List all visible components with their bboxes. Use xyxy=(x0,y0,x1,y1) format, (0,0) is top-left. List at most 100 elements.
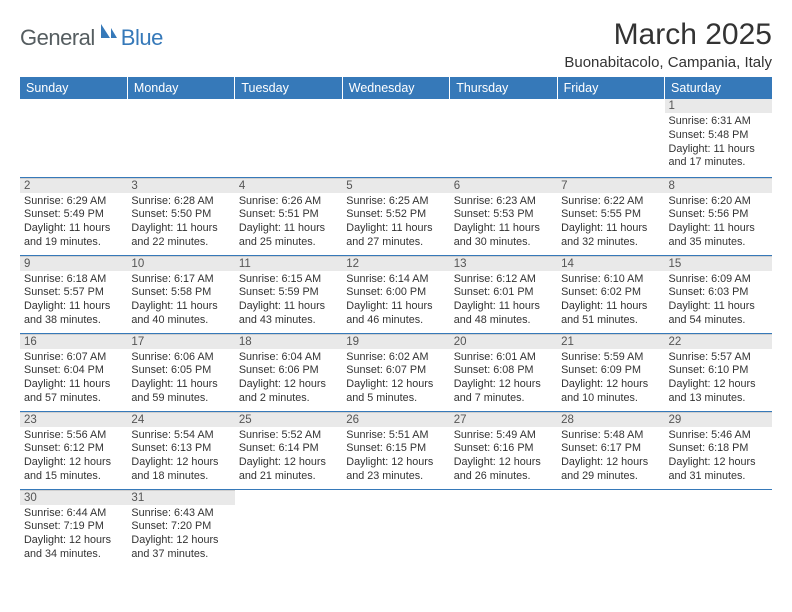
daylight-line: and 37 minutes. xyxy=(131,548,230,562)
day-details: Sunrise: 6:02 AMSunset: 6:07 PMDaylight:… xyxy=(342,349,449,409)
daylight-line: and 31 minutes. xyxy=(669,470,768,484)
day-number: 26 xyxy=(342,412,449,427)
day-number: 11 xyxy=(235,256,342,271)
sunset-line: Sunset: 6:10 PM xyxy=(669,364,768,378)
weekday-header: Wednesday xyxy=(342,77,449,99)
daylight-line: and 26 minutes. xyxy=(454,470,553,484)
sunset-line: Sunset: 5:52 PM xyxy=(346,208,445,222)
sunset-line: Sunset: 7:20 PM xyxy=(131,520,230,534)
calendar-day-cell: 8Sunrise: 6:20 AMSunset: 5:56 PMDaylight… xyxy=(665,177,772,255)
daylight-line: and 19 minutes. xyxy=(24,236,123,250)
weekday-header: Friday xyxy=(557,77,664,99)
calendar-day-cell: 21Sunrise: 5:59 AMSunset: 6:09 PMDayligh… xyxy=(557,333,664,411)
sunset-line: Sunset: 5:57 PM xyxy=(24,286,123,300)
day-details: Sunrise: 6:43 AMSunset: 7:20 PMDaylight:… xyxy=(127,505,234,565)
day-number: 31 xyxy=(127,490,234,505)
calendar-day-cell: 13Sunrise: 6:12 AMSunset: 6:01 PMDayligh… xyxy=(450,255,557,333)
calendar-day-cell: 18Sunrise: 6:04 AMSunset: 6:06 PMDayligh… xyxy=(235,333,342,411)
day-details: Sunrise: 6:26 AMSunset: 5:51 PMDaylight:… xyxy=(235,193,342,253)
sunrise-line: Sunrise: 6:18 AM xyxy=(24,273,123,287)
sunrise-line: Sunrise: 6:23 AM xyxy=(454,195,553,209)
daylight-line: and 34 minutes. xyxy=(24,548,123,562)
daylight-line: and 13 minutes. xyxy=(669,392,768,406)
sunset-line: Sunset: 6:14 PM xyxy=(239,442,338,456)
daylight-line: Daylight: 11 hours xyxy=(131,300,230,314)
daylight-line: Daylight: 12 hours xyxy=(454,378,553,392)
sunset-line: Sunset: 5:53 PM xyxy=(454,208,553,222)
sunrise-line: Sunrise: 6:10 AM xyxy=(561,273,660,287)
daylight-line: Daylight: 11 hours xyxy=(454,222,553,236)
daylight-line: and 2 minutes. xyxy=(239,392,338,406)
day-details: Sunrise: 6:17 AMSunset: 5:58 PMDaylight:… xyxy=(127,271,234,331)
weekday-header: Saturday xyxy=(665,77,772,99)
sunrise-line: Sunrise: 5:46 AM xyxy=(669,429,768,443)
sunrise-line: Sunrise: 6:04 AM xyxy=(239,351,338,365)
logo-sail-icon xyxy=(99,22,119,45)
sunset-line: Sunset: 6:00 PM xyxy=(346,286,445,300)
weekday-header: Tuesday xyxy=(235,77,342,99)
daylight-line: and 32 minutes. xyxy=(561,236,660,250)
calendar-day-cell: 23Sunrise: 5:56 AMSunset: 6:12 PMDayligh… xyxy=(20,411,127,489)
day-number: 23 xyxy=(20,412,127,427)
day-number: 14 xyxy=(557,256,664,271)
sunrise-line: Sunrise: 6:07 AM xyxy=(24,351,123,365)
sunset-line: Sunset: 6:06 PM xyxy=(239,364,338,378)
daylight-line: and 38 minutes. xyxy=(24,314,123,328)
day-number: 30 xyxy=(20,490,127,505)
sunrise-line: Sunrise: 6:14 AM xyxy=(346,273,445,287)
daylight-line: Daylight: 11 hours xyxy=(669,222,768,236)
calendar-week-row: 16Sunrise: 6:07 AMSunset: 6:04 PMDayligh… xyxy=(20,333,772,411)
calendar-empty-cell xyxy=(235,99,342,177)
day-details: Sunrise: 6:04 AMSunset: 6:06 PMDaylight:… xyxy=(235,349,342,409)
sunrise-line: Sunrise: 5:52 AM xyxy=(239,429,338,443)
calendar-empty-cell xyxy=(127,99,234,177)
daylight-line: Daylight: 12 hours xyxy=(346,456,445,470)
day-details: Sunrise: 5:57 AMSunset: 6:10 PMDaylight:… xyxy=(665,349,772,409)
day-details: Sunrise: 6:25 AMSunset: 5:52 PMDaylight:… xyxy=(342,193,449,253)
calendar-day-cell: 15Sunrise: 6:09 AMSunset: 6:03 PMDayligh… xyxy=(665,255,772,333)
daylight-line: and 46 minutes. xyxy=(346,314,445,328)
daylight-line: Daylight: 11 hours xyxy=(131,222,230,236)
sunrise-line: Sunrise: 6:09 AM xyxy=(669,273,768,287)
day-number: 2 xyxy=(20,178,127,193)
day-details: Sunrise: 6:29 AMSunset: 5:49 PMDaylight:… xyxy=(20,193,127,253)
daylight-line: Daylight: 12 hours xyxy=(669,456,768,470)
calendar-week-row: 1Sunrise: 6:31 AMSunset: 5:48 PMDaylight… xyxy=(20,99,772,177)
day-details: Sunrise: 5:46 AMSunset: 6:18 PMDaylight:… xyxy=(665,427,772,487)
daylight-line: and 48 minutes. xyxy=(454,314,553,328)
day-details: Sunrise: 6:28 AMSunset: 5:50 PMDaylight:… xyxy=(127,193,234,253)
sunrise-line: Sunrise: 5:49 AM xyxy=(454,429,553,443)
sunrise-line: Sunrise: 6:01 AM xyxy=(454,351,553,365)
calendar-day-cell: 3Sunrise: 6:28 AMSunset: 5:50 PMDaylight… xyxy=(127,177,234,255)
daylight-line: Daylight: 11 hours xyxy=(239,222,338,236)
daylight-line: Daylight: 11 hours xyxy=(346,300,445,314)
sunrise-line: Sunrise: 5:54 AM xyxy=(131,429,230,443)
sunset-line: Sunset: 5:56 PM xyxy=(669,208,768,222)
calendar-empty-cell xyxy=(665,489,772,567)
day-number: 10 xyxy=(127,256,234,271)
sunset-line: Sunset: 5:55 PM xyxy=(561,208,660,222)
calendar-empty-cell xyxy=(557,99,664,177)
daylight-line: Daylight: 12 hours xyxy=(346,378,445,392)
daylight-line: Daylight: 11 hours xyxy=(454,300,553,314)
sunset-line: Sunset: 6:02 PM xyxy=(561,286,660,300)
day-details: Sunrise: 5:48 AMSunset: 6:17 PMDaylight:… xyxy=(557,427,664,487)
calendar-day-cell: 26Sunrise: 5:51 AMSunset: 6:15 PMDayligh… xyxy=(342,411,449,489)
sunrise-line: Sunrise: 5:59 AM xyxy=(561,351,660,365)
sunset-line: Sunset: 6:09 PM xyxy=(561,364,660,378)
day-number: 7 xyxy=(557,178,664,193)
daylight-line: and 18 minutes. xyxy=(131,470,230,484)
sunset-line: Sunset: 6:03 PM xyxy=(669,286,768,300)
day-details: Sunrise: 6:15 AMSunset: 5:59 PMDaylight:… xyxy=(235,271,342,331)
sunrise-line: Sunrise: 6:26 AM xyxy=(239,195,338,209)
day-number: 9 xyxy=(20,256,127,271)
daylight-line: and 17 minutes. xyxy=(669,156,768,170)
calendar-day-cell: 10Sunrise: 6:17 AMSunset: 5:58 PMDayligh… xyxy=(127,255,234,333)
daylight-line: Daylight: 12 hours xyxy=(561,378,660,392)
sunrise-line: Sunrise: 5:57 AM xyxy=(669,351,768,365)
daylight-line: and 15 minutes. xyxy=(24,470,123,484)
logo: General Blue xyxy=(20,22,163,53)
sunrise-line: Sunrise: 6:17 AM xyxy=(131,273,230,287)
daylight-line: and 22 minutes. xyxy=(131,236,230,250)
sunset-line: Sunset: 6:18 PM xyxy=(669,442,768,456)
